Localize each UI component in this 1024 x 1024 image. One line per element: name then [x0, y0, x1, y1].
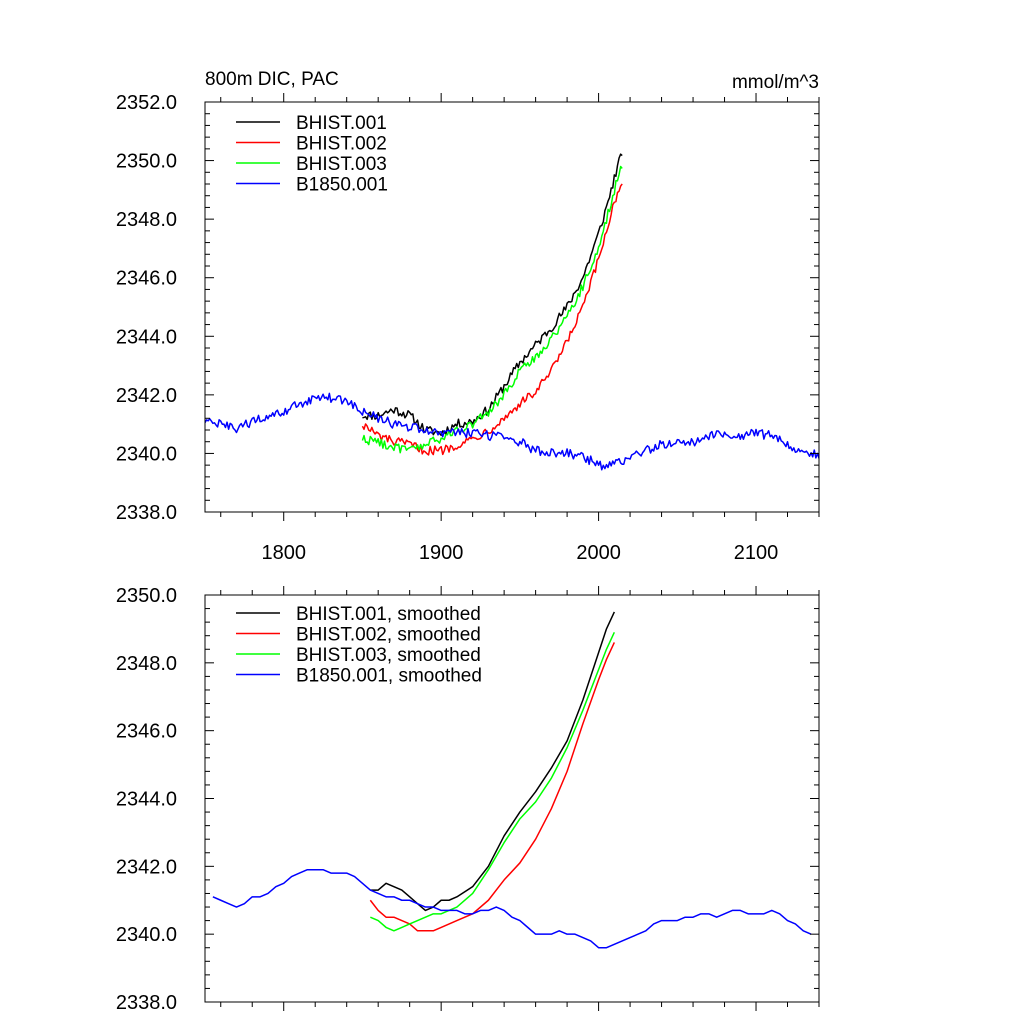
plot-lines: [212, 611, 812, 949]
x-tick-label: 1800: [261, 542, 306, 564]
units-label: mmol/m^3: [732, 72, 819, 93]
x-tick-label: 1900: [419, 542, 464, 564]
y-tick-label: 2350.0: [116, 585, 177, 607]
y-tick-label: 2342.0: [116, 856, 177, 878]
y-tick-label: 2338.0: [116, 502, 177, 524]
panel-bottom: 2338.0 2340.0 2342.0 2344.0 2346.0 2348.0 2350…: [116, 585, 820, 1014]
y-tick-label: 2340.0: [116, 443, 177, 465]
x-tick-label: 2100: [734, 542, 779, 564]
series-line-4: [212, 868, 812, 949]
y-tick-label: 2346.0: [116, 721, 177, 743]
y-tick-label: 2352.0: [116, 92, 177, 114]
y-tick-label: 2348.0: [116, 653, 177, 675]
legend-entry: BHIST.002, smoothed: [296, 625, 481, 646]
panel-top: 2338.0 2340.0 2342.0 2344.0 2346.0 2348.0 2350…: [116, 69, 820, 564]
y-tick-label: 2342.0: [116, 385, 177, 407]
series-line-4: [205, 392, 819, 471]
legend-entry: BHIST.001, smoothed: [296, 604, 481, 625]
y-tick-label: 2344.0: [116, 326, 177, 348]
legend-entry: B1850.001: [296, 175, 388, 196]
legend-entry: BHIST.003: [296, 154, 387, 175]
legend-entry: B1850.001, smoothed: [296, 666, 482, 687]
plot-lines: [205, 153, 819, 471]
y-tick-label: 2344.0: [116, 789, 177, 811]
x-tick-label: 2000: [576, 542, 621, 564]
legend-entry: BHIST.002: [296, 134, 387, 155]
series-line-1: [362, 153, 623, 436]
series-line-1: [370, 611, 616, 912]
y-tick-label: 2340.0: [116, 924, 177, 946]
plot-frame: [204, 101, 820, 513]
series-line-2: [361, 183, 623, 456]
y-tick-label: 2338.0: [116, 992, 177, 1014]
legend-entry: BHIST.003, smoothed: [296, 645, 481, 666]
legend-entry: BHIST.001: [296, 113, 387, 134]
y-tick-label: 2348.0: [116, 209, 177, 231]
series-line-3: [361, 165, 623, 454]
chart-title: 800m DIC, PAC: [205, 69, 339, 90]
series-line-2: [369, 642, 616, 932]
series-line-3: [370, 631, 616, 932]
y-tick-label: 2350.0: [116, 151, 177, 173]
y-tick-label: 2346.0: [116, 268, 177, 290]
